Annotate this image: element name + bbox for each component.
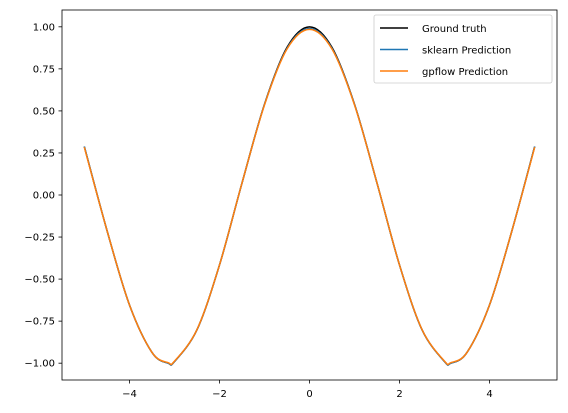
y-tick-label: 0.50 bbox=[33, 106, 55, 117]
series-line-2 bbox=[83, 28, 536, 366]
y-tick-label: −0.75 bbox=[24, 317, 55, 328]
x-tick-label: 4 bbox=[486, 389, 492, 400]
plot-series bbox=[83, 26, 536, 366]
legend-label: gpflow Prediction bbox=[422, 67, 508, 78]
x-tick-label: −2 bbox=[212, 389, 227, 400]
y-axis-ticks: −1.00 −0.75 −0.50 −0.25 0.00 0.25 0.50 0.75 1.00 bbox=[24, 22, 62, 370]
y-tick-label: 0.75 bbox=[33, 64, 55, 75]
x-tick-label: 2 bbox=[396, 389, 402, 400]
legend-label: Ground truth bbox=[422, 24, 487, 35]
plot-frame bbox=[61, 9, 558, 381]
y-tick-label: 0.00 bbox=[33, 191, 55, 202]
legend-box bbox=[373, 14, 553, 84]
x-tick-label: 0 bbox=[306, 389, 312, 400]
x-axis-ticks: −4 −2 0 2 4 bbox=[122, 380, 493, 400]
y-tick-label: −0.50 bbox=[24, 275, 55, 286]
legend: Ground truth sklearn Prediction gpflow Pre… bbox=[373, 14, 553, 84]
y-tick-label: −1.00 bbox=[24, 359, 55, 370]
y-tick-label: 0.25 bbox=[33, 148, 55, 159]
y-tick-label: −0.25 bbox=[24, 233, 55, 244]
legend-label: sklearn Prediction bbox=[422, 46, 511, 57]
y-tick-label: 1.00 bbox=[33, 22, 55, 33]
x-tick-label: −4 bbox=[122, 389, 137, 400]
